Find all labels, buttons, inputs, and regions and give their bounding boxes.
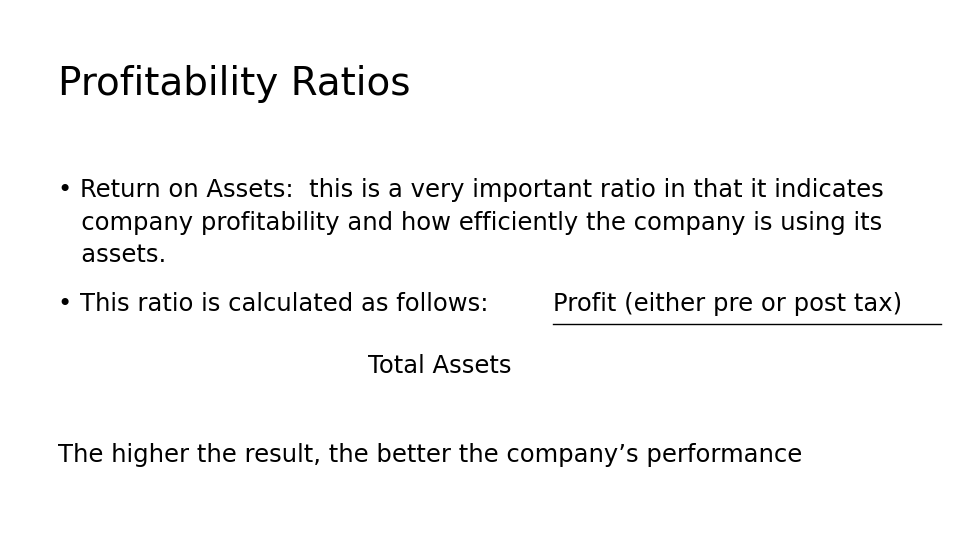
Text: Total Assets: Total Assets: [368, 354, 511, 377]
Text: Profitability Ratios: Profitability Ratios: [58, 65, 410, 103]
Text: Profit (either pre or post tax): Profit (either pre or post tax): [553, 292, 902, 315]
Text: • Return on Assets:  this is a very important ratio in that it indicates
   comp: • Return on Assets: this is a very impor…: [58, 178, 883, 267]
Text: The higher the result, the better the company’s performance: The higher the result, the better the co…: [58, 443, 803, 467]
Text: • This ratio is calculated as follows:: • This ratio is calculated as follows:: [58, 292, 504, 315]
